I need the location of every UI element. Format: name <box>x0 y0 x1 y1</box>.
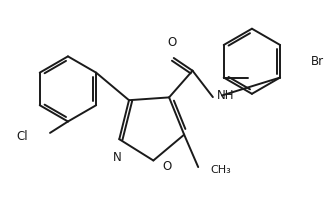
Text: NH: NH <box>217 89 234 102</box>
Text: Cl: Cl <box>16 130 28 143</box>
Text: N: N <box>113 151 121 164</box>
Text: O: O <box>168 36 177 49</box>
Text: CH₃: CH₃ <box>211 165 231 175</box>
Text: Br: Br <box>311 55 324 68</box>
Text: O: O <box>163 160 172 173</box>
